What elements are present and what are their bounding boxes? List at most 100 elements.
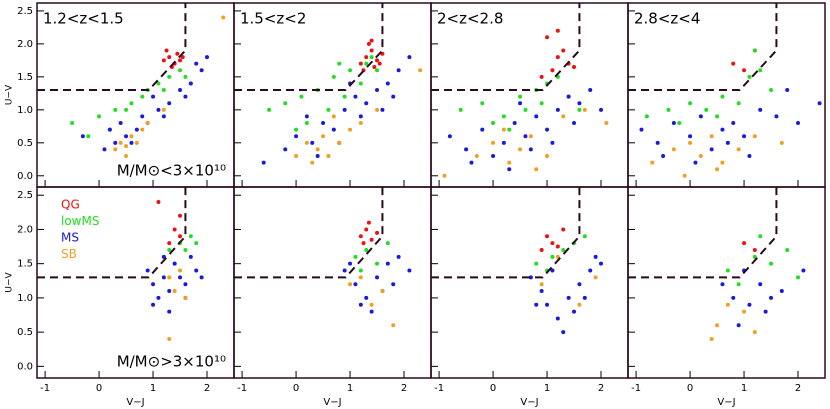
selection-line <box>431 3 581 92</box>
point <box>377 61 382 66</box>
point <box>720 127 725 132</box>
point <box>539 101 544 106</box>
point <box>545 234 550 239</box>
point <box>693 160 698 165</box>
point <box>501 127 506 132</box>
x-tick-label: 1 <box>544 383 550 394</box>
selection-line <box>234 3 384 92</box>
point <box>550 241 555 246</box>
point <box>369 55 374 60</box>
point <box>178 268 183 273</box>
point <box>361 241 366 246</box>
point <box>418 68 423 73</box>
legend-entry: QG <box>61 198 80 212</box>
point <box>688 101 693 106</box>
point <box>167 55 172 60</box>
point <box>380 107 385 112</box>
y-tick-label: 1.5 <box>17 259 33 270</box>
point <box>507 160 512 165</box>
point <box>315 147 320 152</box>
point <box>752 48 757 53</box>
point <box>779 289 784 294</box>
point <box>364 55 369 60</box>
point <box>369 302 374 307</box>
point <box>385 81 390 86</box>
point <box>310 140 315 145</box>
point <box>164 48 169 53</box>
point <box>156 107 161 112</box>
point <box>742 134 747 139</box>
selection-line <box>628 3 778 92</box>
point <box>779 140 784 145</box>
point <box>167 74 172 79</box>
point <box>593 275 598 280</box>
point <box>572 121 577 126</box>
point <box>518 147 523 152</box>
point <box>183 247 188 252</box>
point <box>194 61 199 66</box>
point <box>178 275 183 280</box>
point <box>677 121 682 126</box>
point <box>650 160 655 165</box>
point <box>566 295 571 300</box>
point <box>331 74 336 79</box>
y-tick-label: 0.0 <box>17 361 33 372</box>
y-tick-label: 2.0 <box>17 224 33 235</box>
y-tick-label: 2.0 <box>17 39 33 50</box>
point <box>801 268 806 273</box>
point <box>156 200 161 205</box>
mass-label: M/M⊙>3×10¹⁰ <box>117 353 226 371</box>
point <box>86 134 91 139</box>
point <box>550 268 555 273</box>
point <box>364 101 369 106</box>
point <box>161 88 166 93</box>
y-axis-label: U−V <box>5 84 15 105</box>
point <box>183 74 188 79</box>
point <box>752 254 757 259</box>
point <box>151 94 156 99</box>
point <box>321 134 326 139</box>
point <box>113 107 118 112</box>
point <box>566 94 571 99</box>
point <box>180 55 185 60</box>
point <box>534 114 539 119</box>
point <box>375 230 380 235</box>
point <box>183 295 188 300</box>
point <box>523 107 528 112</box>
point <box>582 234 587 239</box>
point <box>501 114 506 119</box>
point <box>304 121 309 126</box>
point <box>599 261 604 266</box>
x-tick-label: 2 <box>204 383 210 394</box>
x-tick-label: 1 <box>347 383 353 394</box>
point <box>593 254 598 259</box>
point <box>752 330 757 335</box>
x-tick-label: 0 <box>293 383 299 394</box>
point <box>561 227 566 232</box>
x-tick-label: 2 <box>795 383 801 394</box>
point <box>172 289 177 294</box>
point <box>396 68 401 73</box>
point <box>369 237 374 242</box>
point <box>534 167 539 172</box>
point <box>391 94 396 99</box>
point <box>555 254 560 259</box>
point <box>555 107 560 112</box>
point <box>785 88 790 93</box>
point <box>161 114 166 119</box>
point <box>294 127 299 132</box>
point <box>188 81 193 86</box>
x-axis-label: V−J <box>717 397 735 408</box>
point <box>512 121 517 126</box>
point <box>715 323 720 328</box>
point <box>518 94 523 99</box>
point <box>407 55 412 60</box>
y-tick-label: 1.0 <box>17 293 33 304</box>
point <box>294 154 299 159</box>
point <box>178 58 183 63</box>
point <box>183 94 188 99</box>
point <box>720 282 725 287</box>
point <box>671 121 676 126</box>
point <box>555 28 560 33</box>
point <box>124 107 129 112</box>
